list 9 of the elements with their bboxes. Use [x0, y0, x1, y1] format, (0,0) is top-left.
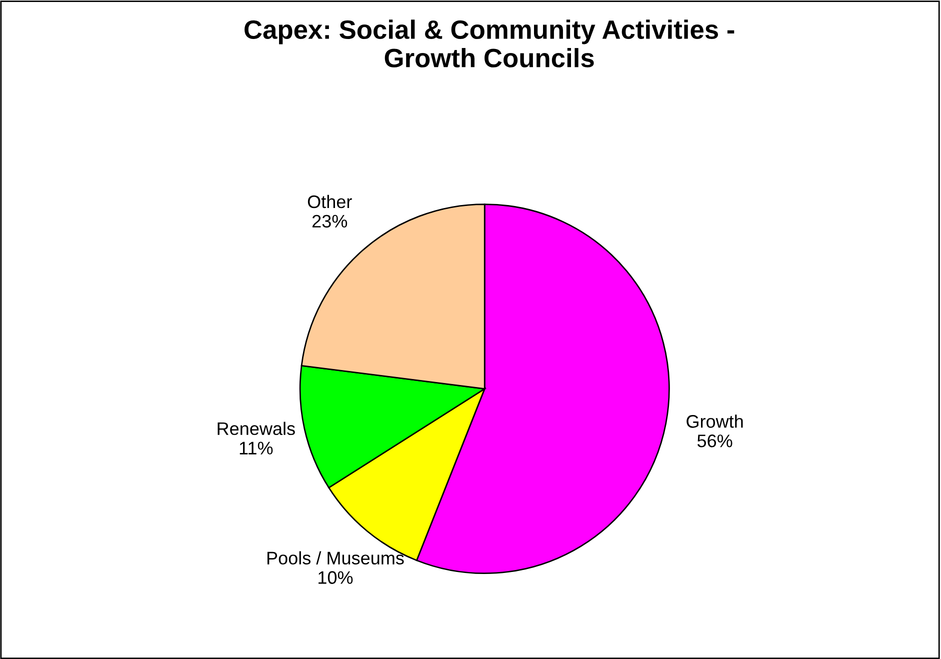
data-label: 10% — [318, 571, 353, 584]
data-label: 23% — [312, 214, 348, 228]
data-label: 56% — [697, 434, 732, 448]
slice-label: Pools / Museums — [267, 551, 404, 564]
slice-label: Renewals — [218, 422, 295, 436]
data-label: 11% — [240, 442, 273, 454]
slice-label: Growth — [686, 414, 743, 428]
slice-label: Other — [308, 194, 352, 208]
chart-title: Capex: Social & Community Activities - Growth Councils — [244, 20, 734, 68]
